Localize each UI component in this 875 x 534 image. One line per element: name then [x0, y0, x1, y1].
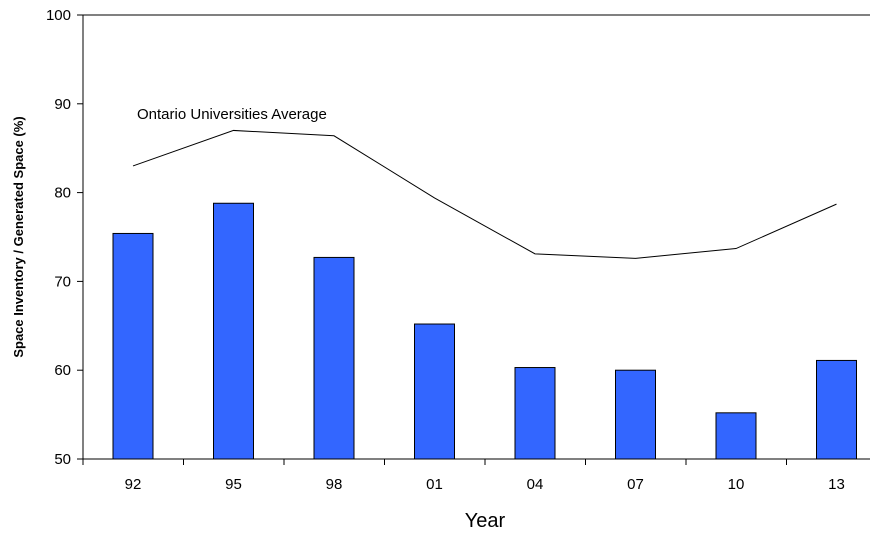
ontario-average-annotation: Ontario Universities Average	[137, 106, 327, 123]
y-tick-label: 60	[54, 362, 71, 379]
bar-series	[112, 202, 857, 460]
x-axis: 92 95 98 01 04 07 10 13	[82, 459, 845, 493]
x-tick-label: 10	[728, 476, 745, 493]
bar-92	[112, 232, 154, 460]
x-tick-label: 95	[225, 476, 242, 493]
x-tick-label: 01	[426, 476, 443, 493]
y-axis-title: Space Inventory / Generated Space (%)	[11, 116, 26, 357]
y-tick-label: 100	[46, 7, 71, 24]
average-line-series	[132, 129, 837, 259]
y-tick-label: 90	[54, 96, 71, 113]
x-tick-label: 13	[828, 476, 845, 493]
plot-frame	[82, 14, 870, 460]
bar-07	[615, 369, 656, 460]
x-tick-label: 07	[627, 476, 644, 493]
y-tick-label: 80	[54, 185, 71, 202]
bar-04	[514, 367, 556, 460]
bar-13	[816, 359, 857, 460]
bar-95	[213, 202, 254, 460]
average-line	[132, 129, 837, 259]
y-axis: 50 60 70 80 90 100	[46, 7, 83, 468]
y-tick-label: 50	[54, 451, 71, 468]
x-tick-label: 98	[326, 476, 343, 493]
bar-10	[715, 412, 757, 460]
x-tick-label: 04	[527, 476, 544, 493]
bar-98	[313, 256, 355, 460]
y-tick-label: 70	[54, 273, 71, 290]
x-tick-label: 92	[125, 476, 142, 493]
x-axis-title: Year	[465, 510, 506, 532]
bar-01	[414, 323, 455, 460]
